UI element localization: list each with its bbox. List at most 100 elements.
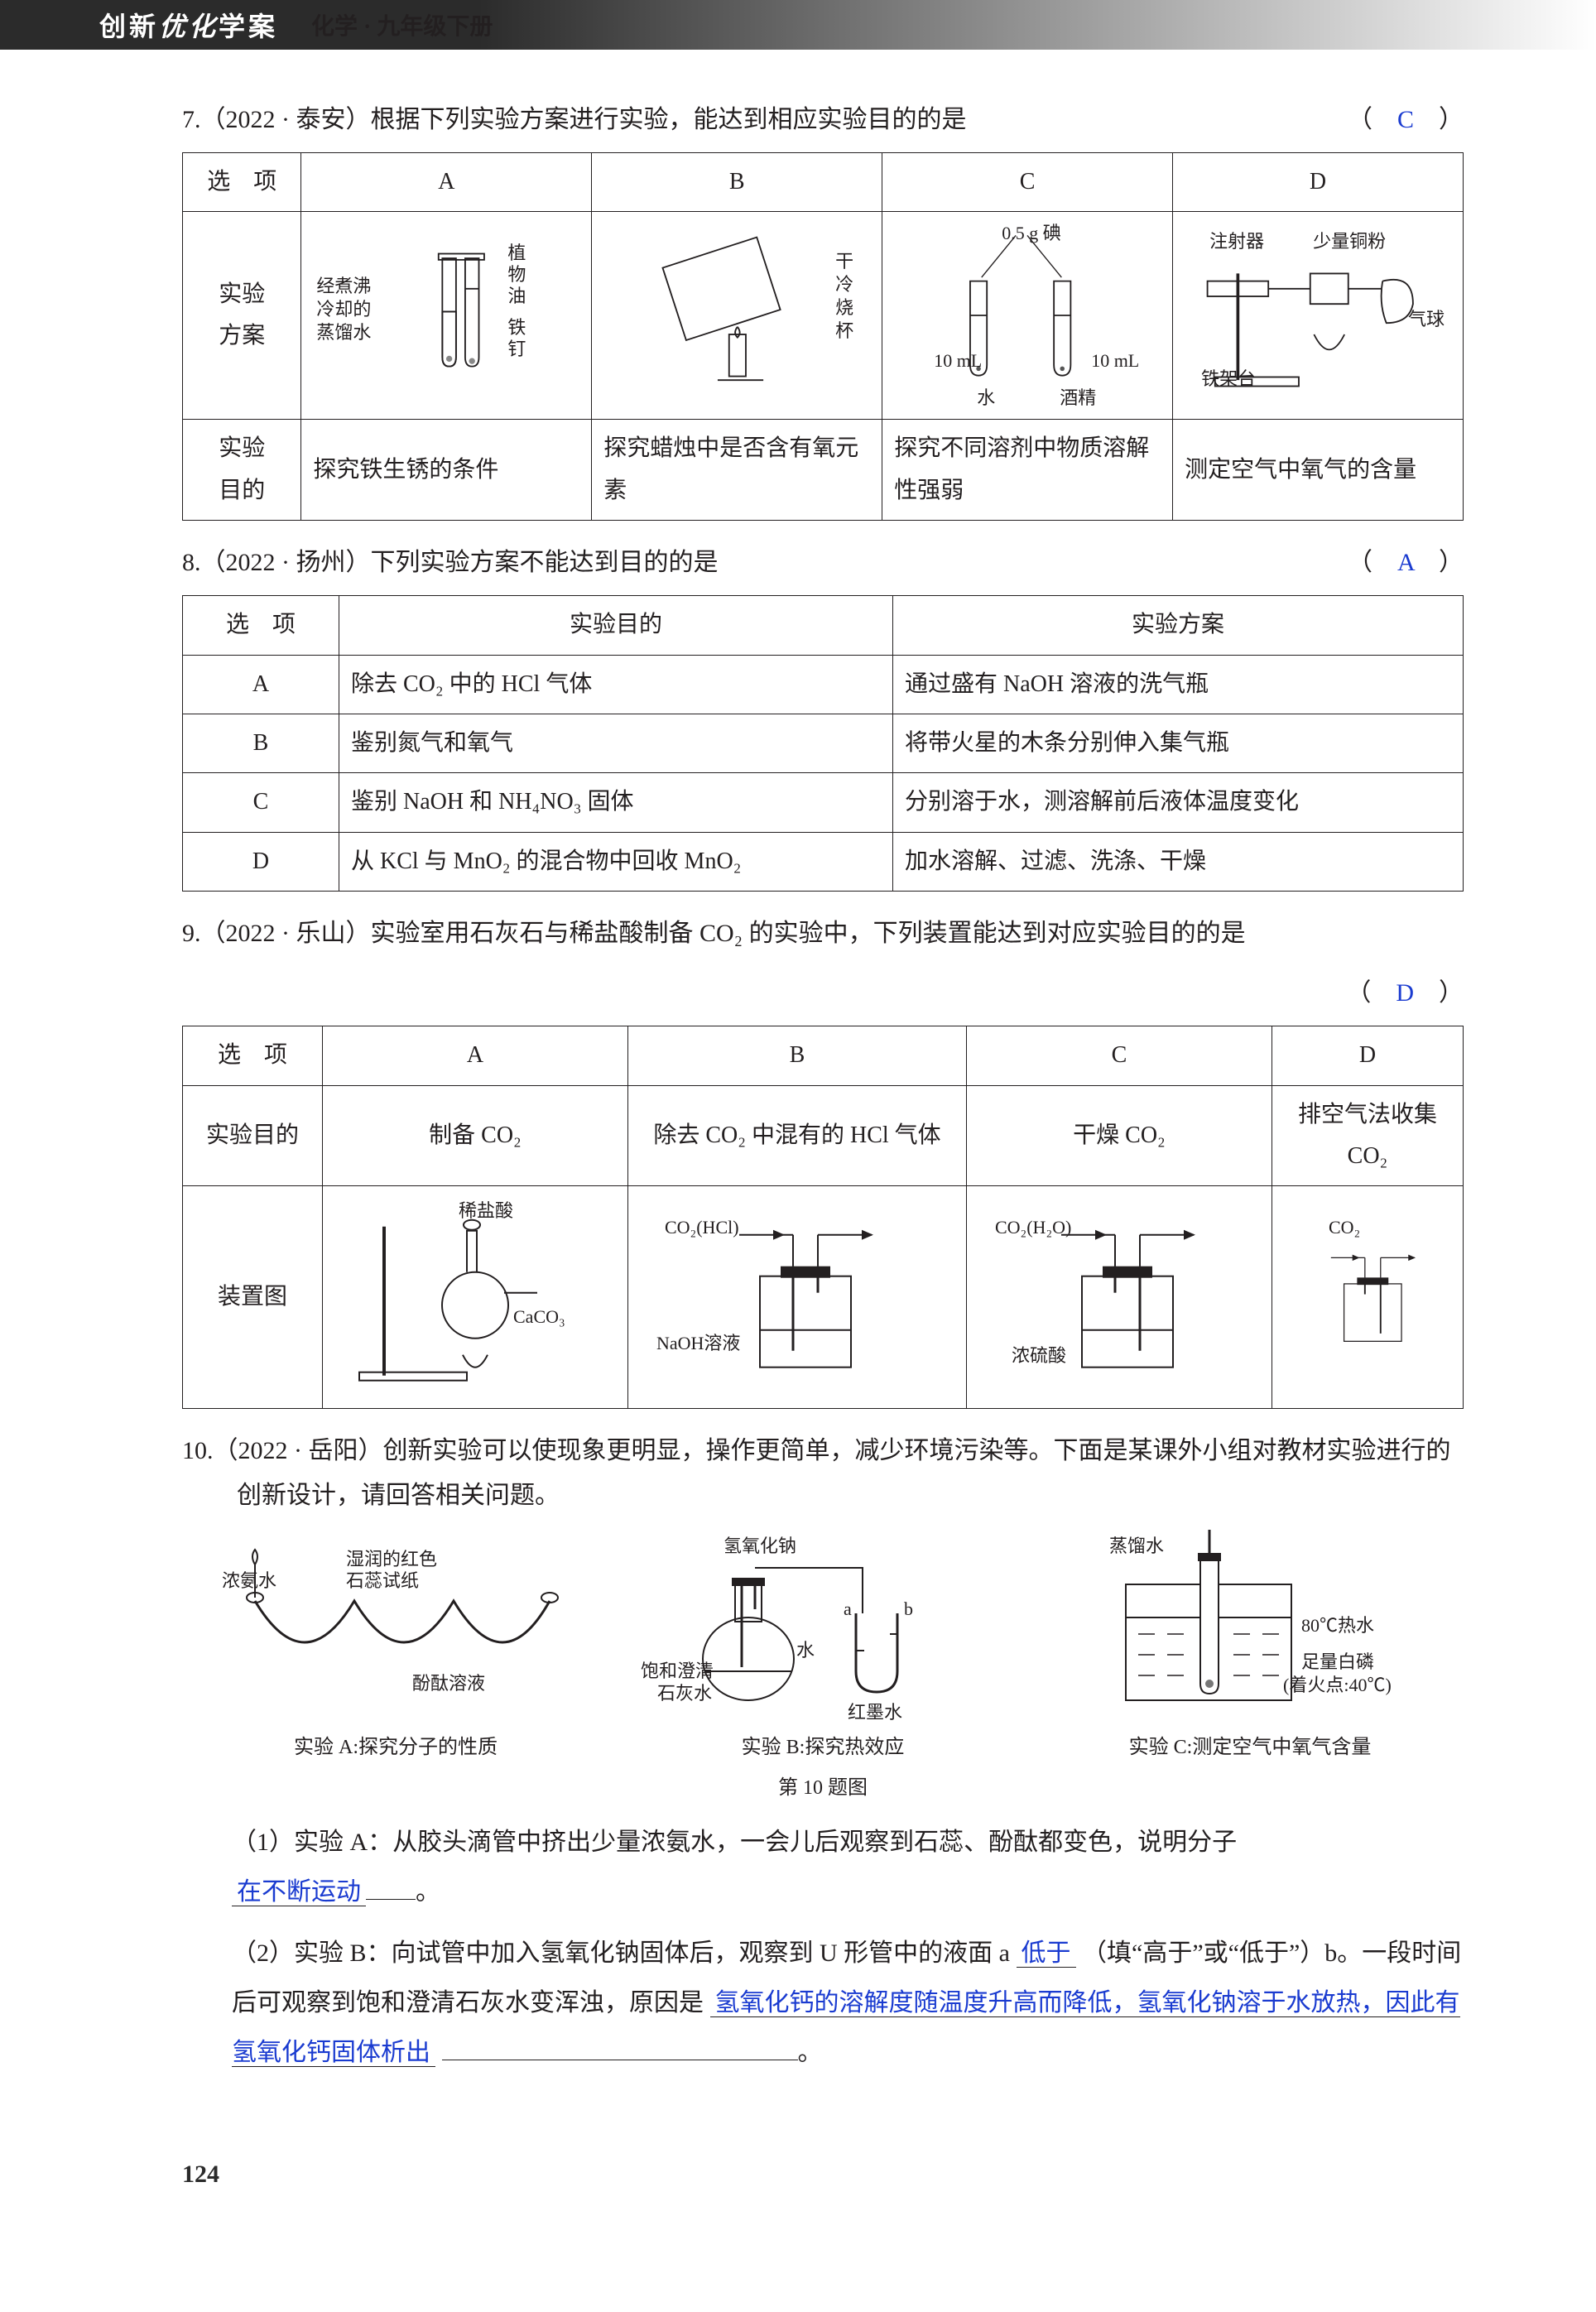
q9-answer-row: （ D ） [182, 971, 1464, 1016]
q8-table: 选 项 实验目的 实验方案 A除去 CO₂ 中的 HCl 气体通过盛有 NaOH… [182, 595, 1464, 892]
q9-row-option: 选 项 [183, 1026, 323, 1085]
table-row: 将带火星的木条分别伸入集气瓶 [893, 714, 1464, 772]
table-row: B [183, 714, 339, 772]
table-row: 通过盛有 NaOH 溶液的洗气瓶 [893, 655, 1464, 714]
q7-opt-D: D [1173, 153, 1464, 212]
q7-purpose-D: 测定空气中氧气的含量 [1173, 420, 1464, 521]
q9-opt-B: B [628, 1026, 967, 1085]
q7-purpose-A: 探究铁生锈的条件 [301, 420, 592, 521]
fig-caption: 实验 C:测定空气中氧气含量 [1076, 1730, 1424, 1766]
table-row: 除去 CO₂ 中的 HCl 气体 [339, 655, 893, 714]
q9-purpose-B: 除去 CO₂ 中混有的 HCl 气体 [628, 1085, 967, 1186]
label: CO₂(HCl) [665, 1211, 739, 1244]
q10-sub2: （2）实验 B：向试管中加入氢氧化钠固体后，观察到 U 形管中的液面 a 低于 … [232, 1929, 1464, 2078]
label: a [844, 1593, 852, 1626]
q7-diagram-D: 注射器 少量铜粉 气球 铁架台 [1173, 212, 1464, 420]
q10-fig-B: 氢氧化钠 a b 饱和澄清 石灰水 水 红墨水 实验 B:探究热效应 [649, 1535, 997, 1766]
label: 气球 [1408, 303, 1445, 336]
q7-row-purpose-top: 实验 [219, 435, 265, 461]
label: 注射器 [1209, 225, 1264, 258]
q7-purpose-B: 探究蜡烛中是否含有氧元素 [592, 420, 882, 521]
subject-label: 化学 · 九年级下册 [311, 8, 493, 41]
label: 杯 [835, 315, 853, 348]
q9-opt-A: A [323, 1026, 628, 1085]
label: NaOH溶液 [656, 1327, 740, 1360]
q10-global-caption: 第 10 题图 [182, 1771, 1464, 1806]
q8-stem-row: 8.（2022 · 扬州）下列实验方案不能达到目的的是 （ A ） [182, 541, 1464, 585]
q9-row-purpose: 实验目的 [183, 1085, 323, 1186]
sub1-tail: 。 [416, 1878, 440, 1906]
q7-row-scheme-top: 实验 [219, 281, 265, 307]
q7-row-purpose-bottom: 目的 [219, 478, 265, 503]
label: 酒精 [1060, 382, 1096, 415]
q7-opt-B: B [592, 153, 882, 212]
q7-diagram-B: 干 冷 烧 杯 [592, 212, 882, 420]
candle-beaker-icon [603, 220, 870, 411]
q10-fig-C: 蒸馏水 80℃热水 足量白磷 (着火点:40℃) 实验 C:测定空气中氧气含量 [1076, 1535, 1424, 1766]
brand-mid: 优化 [159, 12, 219, 41]
q7-answer-paren: （ C ） [1348, 98, 1464, 142]
page-number: 124 [182, 2161, 1596, 2189]
label: 油 [507, 280, 526, 313]
label: 钉 [507, 333, 526, 366]
q8-answer: A [1397, 549, 1414, 576]
q9-opt-D: D [1272, 1026, 1464, 1085]
brand: 创新优化学案 [99, 6, 278, 44]
label: CO₂(H₂O) [995, 1211, 1071, 1244]
table-row: 鉴别氮气和氧气 [339, 714, 893, 772]
gas-collect-icon [1284, 1194, 1451, 1399]
label: 10 mL [934, 344, 982, 377]
q10-fig-A: 浓氨水 湿润的红色 石蕊试纸 酚酞溶液 实验 A:探究分子的性质 [222, 1535, 570, 1766]
label: 0.5 g 碘 [1002, 217, 1061, 250]
label: 水 [796, 1634, 815, 1667]
label: b [904, 1593, 913, 1626]
table-row: C [183, 773, 339, 832]
sub1-blank: 在不断运动 [232, 1878, 366, 1906]
sub1-text: （1）实验 A：从胶头滴管中挤出少量浓氨水，一会儿后观察到石蕊、酚酞都变色，说明… [232, 1829, 1237, 1856]
q7-stem-row: 7.（2022 · 泰安）根据下列实验方案进行实验，能达到相应实验目的的是 （ … [182, 98, 1464, 142]
q8-h1: 选 项 [183, 596, 339, 655]
q9-purpose-D: 排空气法收集 CO₂ [1272, 1085, 1464, 1186]
label: 少量铜粉 [1313, 225, 1386, 258]
table-row: 加水溶解、过滤、洗涤、干燥 [893, 832, 1464, 891]
page-header: 创新优化学案 化学 · 九年级下册 [0, 0, 1596, 50]
q8-h3: 实验方案 [893, 596, 1464, 655]
label: 浓氨水 [222, 1565, 276, 1598]
label: 水 [977, 382, 995, 415]
label: 铁架台 [1201, 363, 1256, 396]
q10-sub1: （1）实验 A：从胶头滴管中挤出少量浓氨水，一会儿后观察到石蕊、酚酞都变色，说明… [232, 1818, 1464, 1917]
q8-h2: 实验目的 [339, 596, 893, 655]
q8-answer-paren: （ A ） [1348, 541, 1464, 585]
brand-left: 创新 [99, 12, 159, 41]
fig-caption: 实验 B:探究热效应 [649, 1730, 997, 1766]
q9-purpose-A: 制备 CO₂ [323, 1085, 628, 1186]
q7-row-purpose: 实验 目的 [183, 420, 301, 521]
q9-row-diagram: 装置图 [183, 1186, 323, 1408]
q7-answer: C [1397, 106, 1414, 133]
q7-table: 选 项 A B C D 实验 方案 [182, 152, 1464, 521]
label: 蒸馏水 [316, 316, 371, 349]
q9-opt-C: C [967, 1026, 1272, 1085]
q9-diagram-D: CO₂ [1272, 1186, 1464, 1408]
brand-right: 学案 [219, 12, 278, 41]
q7-opt-C: C [882, 153, 1173, 212]
q9-diagram-A: 稀盐酸 CaCO₃ [323, 1186, 628, 1408]
q7-diagram-C: 0.5 g 碘 10 mL 水 10 mL 酒精 [882, 212, 1173, 420]
q9-answer-paren: （ D ） [1346, 971, 1464, 1016]
label: CO₂ [1329, 1211, 1360, 1244]
q7-row-scheme: 实验 方案 [183, 212, 301, 420]
q10-stem: 10.（2022 · 岳阳）创新实验可以使现象更明显，操作更简单，减少环境污染等… [182, 1429, 1464, 1518]
q9-stem: 9.（2022 · 乐山）实验室用石灰石与稀盐酸制备 CO₂ 的实验中，下列装置… [182, 911, 1464, 956]
table-row: 鉴别 NaOH 和 NH₄NO₃ 固体 [339, 773, 893, 832]
label: 10 mL [1091, 344, 1139, 377]
label: 氢氧化钠 [723, 1530, 796, 1563]
q7-purpose-C: 探究不同溶剂中物质溶解性强弱 [882, 420, 1173, 521]
label: 80℃热水 [1301, 1609, 1374, 1642]
table-row: A [183, 655, 339, 714]
label: 稀盐酸 [459, 1194, 513, 1228]
label: 浓硫酸 [1012, 1339, 1066, 1372]
q7-row-scheme-bottom: 方案 [219, 323, 265, 348]
q9-answer: D [1396, 979, 1414, 1007]
sub2-tail: 。 [798, 2039, 823, 2066]
q9-table: 选 项 A B C D 实验目的 制备 CO₂ 除去 CO₂ 中混有的 HCl … [182, 1026, 1464, 1409]
